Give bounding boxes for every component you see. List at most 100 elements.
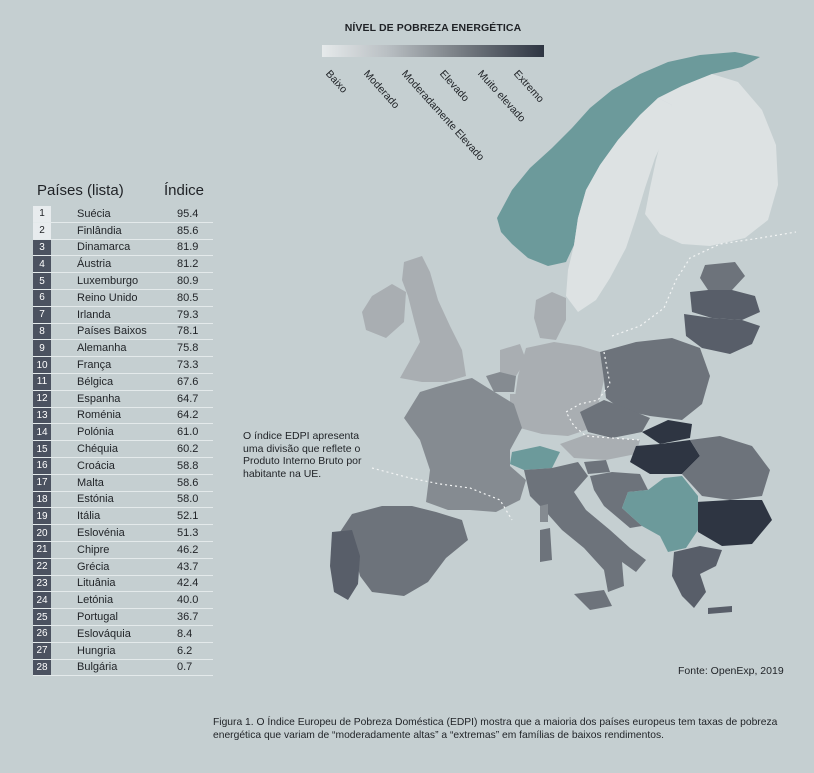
table-row: 18 Estónia 58.0: [33, 491, 213, 509]
country-slovenia: [584, 460, 610, 474]
index-cell: 8.4: [177, 625, 213, 643]
index-cell: 64.7: [177, 390, 213, 408]
index-cell: 6.2: [177, 642, 213, 660]
country-cell: Alemanha: [51, 339, 177, 358]
country-cell: Áustria: [51, 255, 177, 274]
country-cell: Finlândia: [51, 222, 177, 240]
country-finland: [645, 74, 778, 246]
index-cell: 40.0: [177, 591, 213, 610]
country-italy: [524, 462, 646, 592]
index-cell: 85.6: [177, 222, 213, 240]
table-row: 12 Espanha 64.7: [33, 390, 213, 408]
country-cell: Espanha: [51, 390, 177, 408]
country-croatia: [590, 472, 648, 528]
table-row: 24 Letónia 40.0: [33, 591, 213, 610]
table-row: 15 Chéquia 60.2: [33, 440, 213, 458]
table-row: 14 Polónia 61.0: [33, 423, 213, 442]
rank-cell: 26: [33, 625, 51, 643]
country-cell: Malta: [51, 474, 177, 492]
country-hungary: [630, 440, 700, 474]
index-cell: 79.3: [177, 306, 213, 324]
country-lithuania: [684, 314, 760, 354]
country-sweden: [566, 98, 672, 312]
country-slovakia: [642, 420, 692, 444]
table-row: 1 Suécia 95.4: [33, 206, 213, 223]
rank-cell: 21: [33, 541, 51, 559]
island-sardinia: [540, 528, 552, 562]
country-greece: [672, 546, 722, 608]
index-cell: 67.6: [177, 373, 213, 391]
table-row: 16 Croácia 58.8: [33, 457, 213, 475]
country-cell: Croácia: [51, 457, 177, 475]
table-row: 19 Itália 52.1: [33, 507, 213, 526]
index-cell: 64.2: [177, 407, 213, 425]
index-cell: 46.2: [177, 541, 213, 559]
divider-line-central: [565, 351, 641, 441]
table-row: 21 Chipre 46.2: [33, 541, 213, 559]
rank-cell: 18: [33, 491, 51, 509]
rank-cell: 8: [33, 323, 51, 341]
country-cell: Letónia: [51, 591, 177, 610]
index-cell: 81.2: [177, 255, 213, 274]
rank-cell: 11: [33, 373, 51, 391]
country-cell: Luxemburgo: [51, 272, 177, 290]
country-netherlands: [500, 344, 526, 376]
index-cell: 58.8: [177, 457, 213, 475]
source-note: Fonte: OpenExp, 2019: [678, 665, 784, 677]
island-sicily: [574, 590, 612, 610]
index-cell: 43.7: [177, 558, 213, 576]
table-row: 7 Irlanda 79.3: [33, 306, 213, 324]
rank-cell: 1: [33, 206, 51, 223]
country-cell: França: [51, 356, 177, 374]
table-row: 5 Luxemburgo 80.9: [33, 272, 213, 290]
rank-cell: 19: [33, 507, 51, 526]
island-crete: [708, 606, 732, 614]
figure-caption: Figura 1. O Índice Europeu de Pobreza Do…: [213, 717, 778, 741]
country-cell: Bulgária: [51, 659, 177, 677]
index-cell: 95.4: [177, 206, 213, 223]
index-cell: 0.7: [177, 659, 213, 677]
table-row: 28 Bulgária 0.7: [33, 659, 213, 677]
country-cell: Hungria: [51, 642, 177, 660]
table-row: 25 Portugal 36.7: [33, 608, 213, 626]
country-cell: Suécia: [51, 206, 177, 223]
legend-title: NÍVEL DE POBREZA ENERGÉTICA: [344, 22, 522, 34]
country-cell: Reino Unido: [51, 289, 177, 307]
table-row: 9 Alemanha 75.8: [33, 339, 213, 358]
rank-cell: 25: [33, 608, 51, 626]
country-austria: [560, 434, 640, 460]
country-cell: Eslovénia: [51, 524, 177, 542]
table-row: 17 Malta 58.6: [33, 474, 213, 492]
divider-line-south: [371, 467, 513, 521]
country-cell: Chéquia: [51, 440, 177, 458]
rank-cell: 10: [33, 356, 51, 374]
country-cell: Bélgica: [51, 373, 177, 391]
rank-cell: 23: [33, 575, 51, 593]
country-cell: Itália: [51, 507, 177, 526]
rank-cell: 2: [33, 222, 51, 240]
rank-cell: 27: [33, 642, 51, 660]
country-cell: Irlanda: [51, 306, 177, 324]
table-row: 10 França 73.3: [33, 356, 213, 374]
country-cell: Portugal: [51, 608, 177, 626]
country-spain: [340, 506, 468, 596]
table-row: 11 Bélgica 67.6: [33, 373, 213, 391]
country-cell: Grécia: [51, 558, 177, 576]
rank-cell: 14: [33, 423, 51, 442]
table-row: 22 Grécia 43.7: [33, 558, 213, 576]
index-cell: 58.6: [177, 474, 213, 492]
index-cell: 52.1: [177, 507, 213, 526]
table-row: 6 Reino Unido 80.5: [33, 289, 213, 307]
table-header-countries: Países (lista): [37, 182, 124, 199]
table-row: 8 Países Baixos 78.1: [33, 323, 213, 341]
table-row: 20 Eslovénia 51.3: [33, 524, 213, 542]
map-annotation: O índice EDPI apresenta uma divisão que …: [243, 430, 362, 480]
rank-cell: 24: [33, 591, 51, 610]
country-switzerland: [510, 446, 560, 470]
country-denmark: [534, 292, 566, 340]
country-romania: [682, 436, 770, 500]
country-latvia: [690, 290, 760, 320]
table-header-index: Índice: [164, 182, 205, 199]
country-cell: Polónia: [51, 423, 177, 442]
